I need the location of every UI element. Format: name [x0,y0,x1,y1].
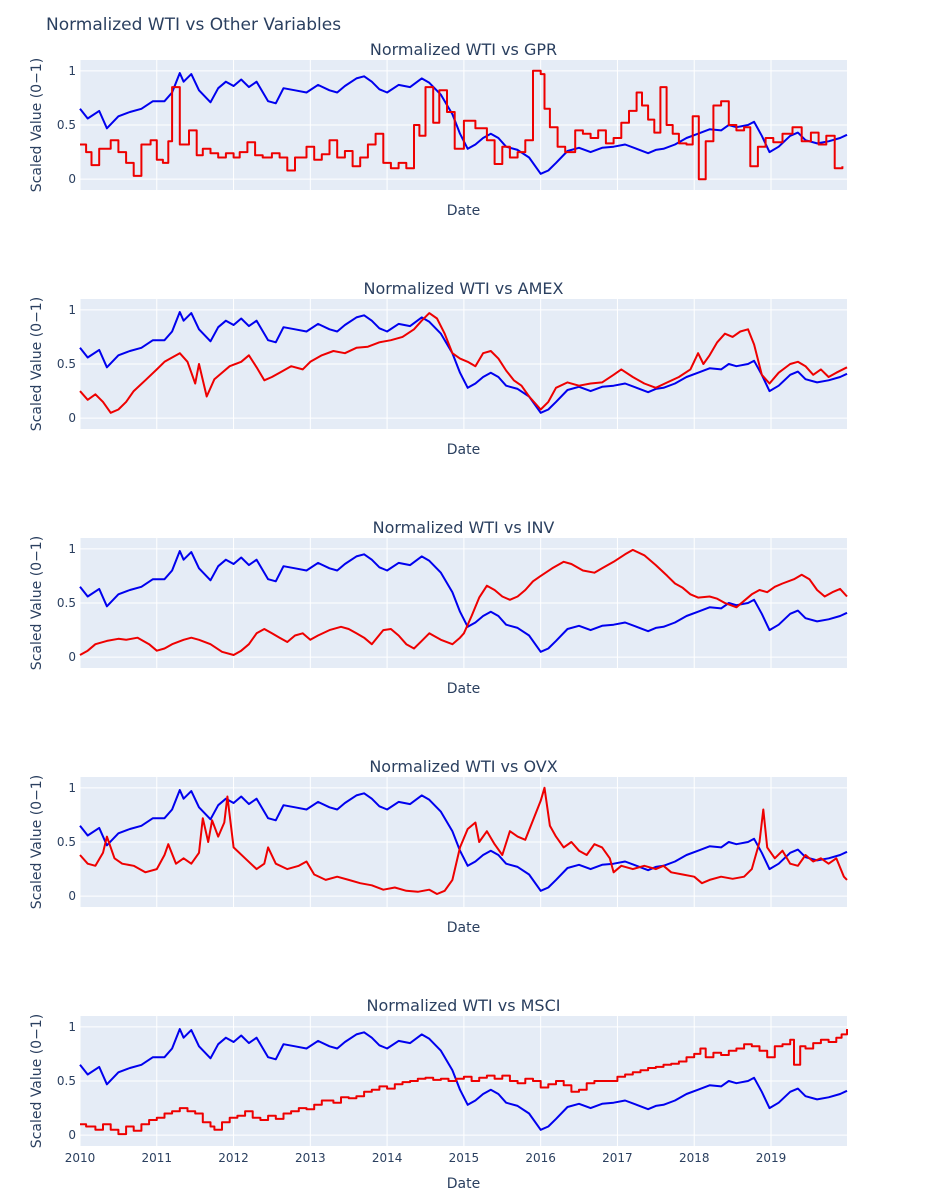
gridlines [79,1016,847,1146]
x-tick-label: 2015 [449,1151,480,1165]
y-tick-label: 0.5 [57,835,76,849]
y-tick-label: 0 [68,650,76,664]
wti-series-line [79,550,848,653]
y-tick-label: 0.5 [57,118,76,132]
x-tick-label: 2012 [218,1151,249,1165]
x-tick-label: 2017 [602,1151,633,1165]
y-tick-label: 0 [68,172,76,186]
subplot-title: Normalized WTI vs INV [373,518,555,537]
gridlines [79,538,847,668]
y-axis-label: Scaled Value (0−1) [29,775,45,909]
y-axis-label: Scaled Value (0−1) [29,536,45,670]
x-tick-label: 2016 [525,1151,556,1165]
subplot-3: 0 0.5 1 Normalized WTI vs INV Date Scaled Val… [29,518,848,697]
y-tick-label: 1 [68,1020,76,1034]
x-axis-label: Date [447,920,480,936]
comparison-series-line [80,69,844,181]
x-axis-label: Date [447,681,480,697]
comparison-series-line [79,312,848,414]
wti-series-line [79,311,848,414]
y-tick-label: 0.5 [57,596,76,610]
y-tick-label: 1 [68,542,76,556]
y-tick-label: 0.5 [57,1074,76,1088]
subplot-title: Normalized WTI vs OVX [369,757,557,776]
x-tick-label: 2019 [756,1151,787,1165]
x-tick-label: 2013 [295,1151,326,1165]
y-tick-label: 0 [68,889,76,903]
y-tick-label: 0 [68,411,76,425]
y-axis-label: Scaled Value (0−1) [29,1014,45,1148]
subplot-5: 0 0.5 1 2010 2011 2012 2013 2014 2015 2016 2017 201… [29,996,848,1192]
x-axis-label: Date [447,203,480,219]
comparison-series-line [80,1029,848,1136]
subplot-title: Normalized WTI vs GPR [370,40,557,59]
y-tick-label: 0.5 [57,357,76,371]
subplot-panels: 0 0.5 1 Normalized WTI vs GPR Date Scaled Val… [29,40,848,1192]
subplot-1: 0 0.5 1 Normalized WTI vs GPR Date Scaled Val… [29,40,848,219]
y-axis-label: Scaled Value (0−1) [29,297,45,431]
figure-title: Normalized WTI vs Other Variables [46,15,341,35]
y-tick-label: 1 [68,781,76,795]
y-axis-label: Scaled Value (0−1) [29,58,45,192]
subplot-2: 0 0.5 1 Normalized WTI vs AMEX Date Scaled Va… [29,279,848,458]
subplot-title: Normalized WTI vs MSCI [367,996,561,1015]
subplot-4: 0 0.5 1 Normalized WTI vs OVX Date Scaled Val… [29,757,848,936]
subplot-title: Normalized WTI vs AMEX [364,279,564,298]
y-tick-label: 0 [68,1128,76,1142]
y-tick-label: 1 [68,64,76,78]
gridlines [79,299,847,429]
wti-series-line [79,72,848,175]
x-tick-label: 2014 [372,1151,403,1165]
x-tick-label: 2018 [679,1151,710,1165]
x-tick-label: 2010 [65,1151,96,1165]
x-axis-label: Date [447,1176,480,1192]
y-tick-label: 1 [68,303,76,317]
wti-series-line [79,789,848,892]
x-tick-label: 2011 [142,1151,173,1165]
comparison-series-line [79,548,848,656]
x-axis-label: Date [447,442,480,458]
comparison-series-line [79,786,848,895]
gridlines [79,60,847,190]
